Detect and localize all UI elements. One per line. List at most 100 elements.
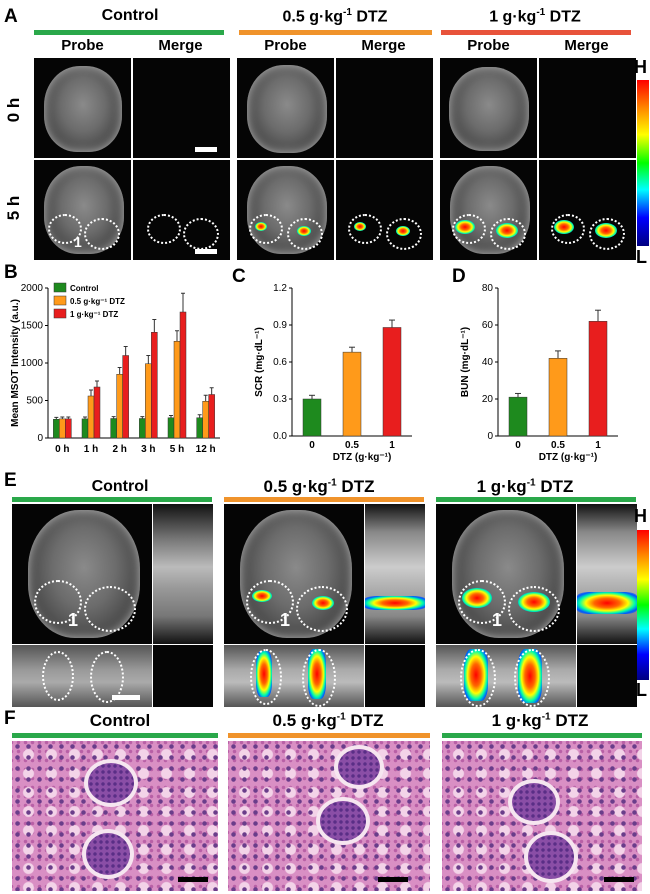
col-merge-control: Merge: [158, 37, 203, 54]
row-label-0h: 0 h: [4, 97, 23, 123]
legend-entry: 1 g·kg⁻¹ DTZ: [70, 310, 118, 319]
bar: [110, 418, 117, 439]
image-high-axial-e: 1: [436, 504, 576, 644]
bar: [382, 327, 402, 437]
bar: [548, 358, 568, 437]
x-tick-label: 0.5: [345, 440, 359, 451]
x-tick-label: 1: [389, 440, 395, 451]
group-bar-low-e: [224, 497, 424, 502]
kidney-mark: 1: [492, 610, 503, 630]
group-title-high-e: 1 g·kg-1 DTZ: [476, 477, 574, 496]
panel-label-a: A: [4, 6, 18, 27]
bar: [145, 363, 152, 439]
image-high-merge-5h: [539, 160, 636, 260]
bar: [59, 418, 66, 439]
bar: [202, 401, 209, 439]
x-tick-label: 2 h: [112, 444, 126, 455]
scale-bar: [378, 877, 408, 882]
y-axis-label: Mean MSOT Intensity (a.u.): [10, 299, 21, 427]
x-axis-label: DTZ (g·kg⁻¹): [333, 452, 392, 463]
x-tick-label: 1: [595, 440, 601, 451]
y-tick-label: 60: [482, 320, 494, 331]
y-tick-label: 40: [482, 357, 494, 368]
image-high-sagittal-e: [577, 504, 637, 644]
y-tick-label: 0.3: [273, 394, 287, 405]
group-bar-control-a: [34, 30, 224, 35]
y-axis-label: SCR (mg·dL⁻¹): [254, 327, 265, 397]
image-control-sagittal-e: [153, 504, 213, 644]
y-axis-label: BUN (mg·dL⁻¹): [460, 327, 471, 397]
y-tick-label: 2000: [21, 283, 44, 294]
bar: [151, 332, 158, 439]
x-tick-label: 12 h: [196, 444, 216, 455]
kidney-mark: 1: [68, 610, 79, 630]
bar: [508, 396, 528, 437]
panel-label-f: F: [4, 708, 16, 729]
bar: [342, 351, 362, 437]
legend-entry: Control: [70, 284, 98, 293]
x-tick-label: 0.5: [551, 440, 565, 451]
bar: [81, 418, 89, 439]
col-merge-high: Merge: [564, 37, 609, 54]
legend-entry: 0.5 g·kg⁻¹ DTZ: [70, 297, 125, 306]
group-bar-high-a: [441, 30, 631, 35]
x-axis-label: DTZ (g·kg⁻¹): [539, 452, 598, 463]
image-control-probe-5h: 1: [34, 160, 131, 260]
colorbar-low-label-e: L: [636, 680, 647, 700]
image-high-probe-0h: [440, 58, 537, 158]
histology-control: [12, 741, 218, 891]
scale-bar: [195, 249, 217, 254]
group-title-high-f: 1 g·kg-1 DTZ: [491, 711, 589, 730]
histology-low: [228, 741, 430, 891]
y-tick-label: 0: [37, 433, 43, 444]
colorbar-a: [637, 80, 649, 246]
colorbar-high-label-e: H: [634, 506, 647, 526]
legend-swatch: [53, 295, 67, 306]
image-low-blank-e: [365, 645, 425, 707]
bar: [196, 417, 203, 439]
x-tick-label: 0: [515, 440, 521, 451]
image-low-axial-e: 1: [224, 504, 364, 644]
bar: [116, 374, 123, 439]
y-tick-label: 1500: [21, 321, 44, 332]
bar: [167, 417, 175, 439]
group-title-control-f: Control: [89, 711, 151, 730]
group-bar-control-f: [12, 733, 218, 738]
y-tick-label: 20: [482, 394, 494, 405]
group-bar-low-f: [228, 733, 430, 738]
y-tick-label: 0.0: [273, 431, 287, 442]
y-tick-label: 0.6: [273, 357, 287, 368]
group-bar-high-f: [442, 733, 642, 738]
image-low-merge-5h: [336, 160, 433, 260]
group-bar-control-e: [12, 497, 212, 502]
image-control-coronal-e: [12, 645, 152, 707]
x-tick-label: 1 h: [84, 444, 98, 455]
group-bar-high-e: [436, 497, 636, 502]
y-tick-label: 0.9: [273, 320, 287, 331]
image-low-probe-5h: [237, 160, 334, 260]
group-bar-low-a: [239, 30, 432, 35]
colorbar-high-label-a: H: [634, 57, 647, 77]
group-title-low-f: 0.5 g·kg-1 DTZ: [272, 711, 384, 730]
panel-label-d: D: [452, 266, 466, 287]
y-tick-label: 0: [487, 431, 493, 442]
bar: [173, 341, 181, 439]
image-low-probe-0h: [237, 58, 334, 158]
bar: [302, 398, 322, 437]
image-control-merge-5h: [133, 160, 230, 260]
group-title-low-e: 0.5 g·kg-1 DTZ: [263, 477, 375, 496]
x-tick-label: 5 h: [170, 444, 184, 455]
col-probe-low: Probe: [264, 37, 307, 54]
bar: [139, 418, 146, 439]
image-low-sagittal-e: [365, 504, 425, 644]
bar: [122, 355, 129, 439]
scale-bar: [178, 877, 208, 882]
image-high-probe-5h: [440, 160, 537, 260]
bar: [53, 419, 60, 439]
scale-bar: [112, 695, 140, 700]
image-low-coronal-e: [224, 645, 364, 707]
col-probe-control: Probe: [61, 37, 104, 54]
panel-label-c: C: [232, 266, 246, 287]
bar: [208, 394, 215, 439]
